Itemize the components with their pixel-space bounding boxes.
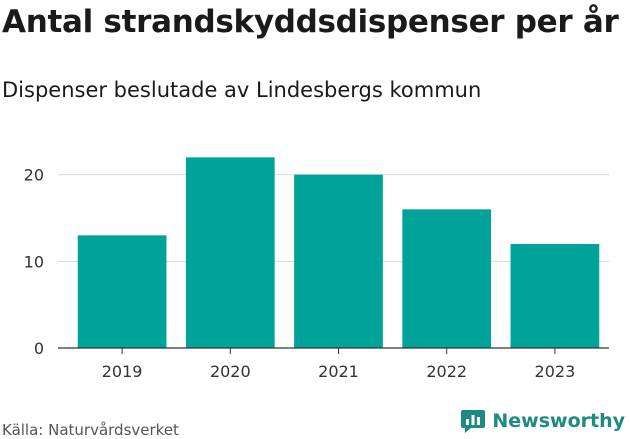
x-tick-label-2023: 2023 (535, 362, 576, 381)
brand-name: Newsworthy (492, 410, 625, 432)
x-tick-label-2020: 2020 (210, 362, 251, 381)
bar-2023 (510, 244, 600, 348)
bar-2021 (294, 174, 383, 348)
bar-2020 (185, 157, 275, 348)
chart-title: Antal strandskyddsdispenser per år (2, 4, 619, 40)
brand-logo: Newsworthy (460, 408, 625, 434)
y-tick-label-10: 10 (24, 252, 44, 271)
bars (77, 157, 600, 348)
source-note: Källa: Naturvårdsverket (2, 421, 179, 439)
x-tick-label-2019: 2019 (102, 362, 143, 381)
y-tick-label-20: 20 (24, 166, 44, 185)
newsworthy-logo-icon (461, 410, 486, 433)
bar-2022 (402, 209, 492, 348)
x-tick-label-2022: 2022 (426, 362, 467, 381)
y-tick-label-0: 0 (34, 339, 44, 358)
axis-ticks: 0 10 20 2019 2020 2021 2022 2023 (24, 166, 609, 381)
bar-chart: 0 10 20 2019 2020 2021 2022 2023 (24, 157, 609, 381)
bar-2019 (77, 235, 167, 348)
x-tick-label-2021: 2021 (318, 362, 359, 381)
chart-subtitle: Dispenser beslutade av Lindesbergs kommu… (2, 78, 482, 102)
